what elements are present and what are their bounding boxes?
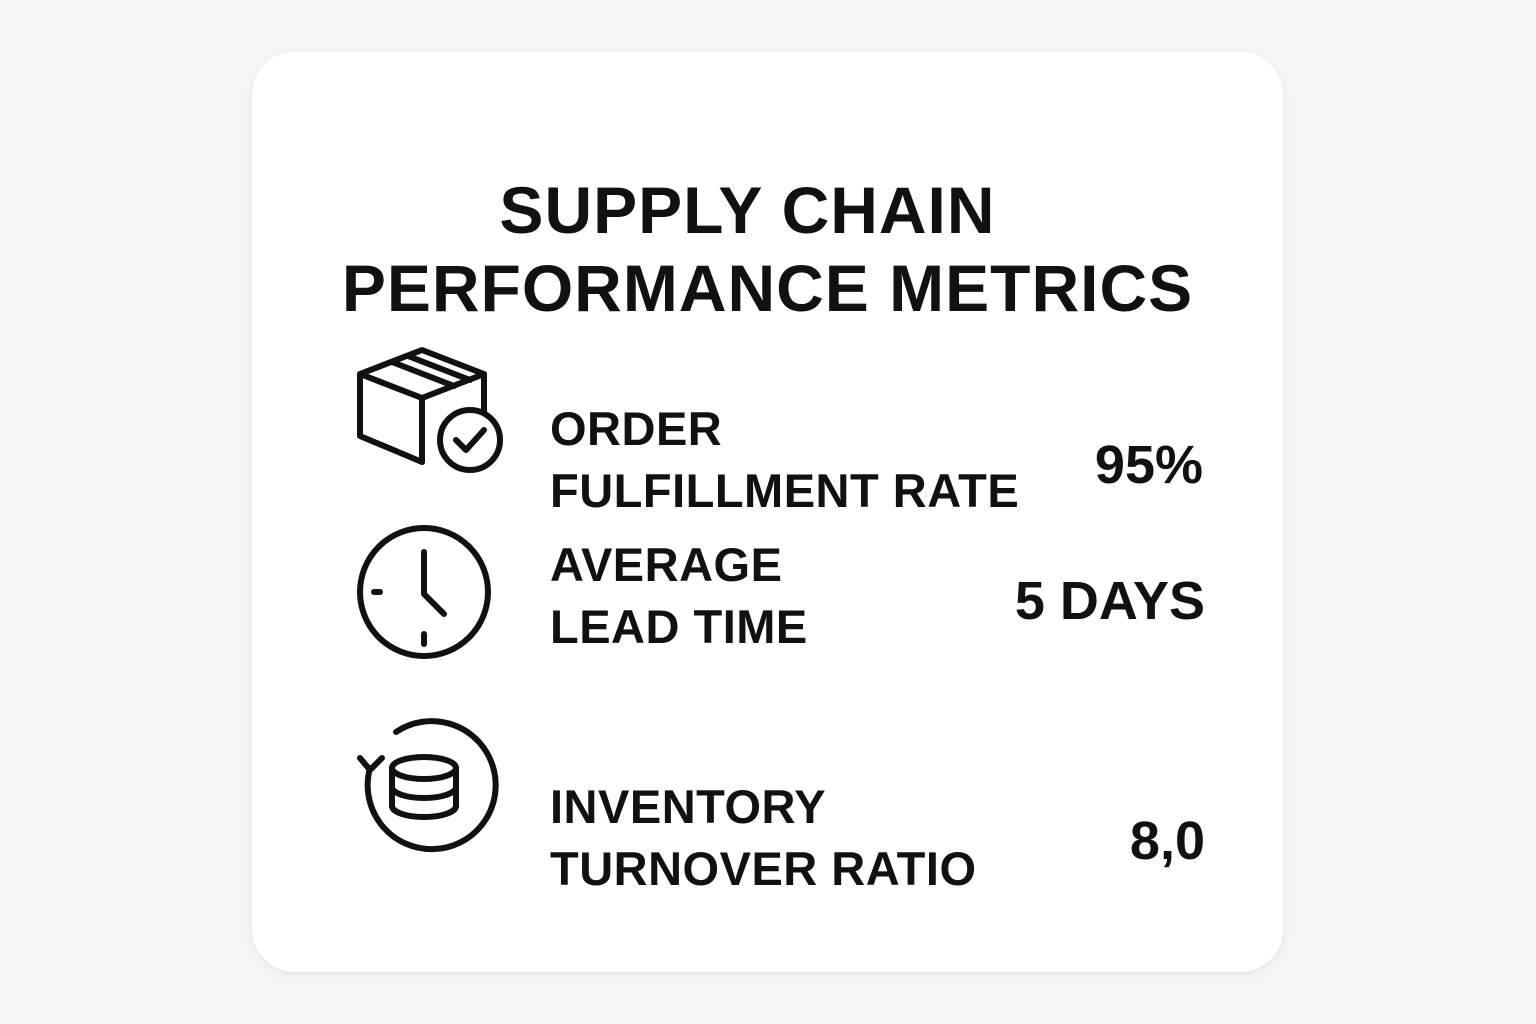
metric-value-fulfillment: 95% (1094, 435, 1203, 495)
metric-order-fulfillment: ORDER FULFILLMENT RATE 95% (252, 332, 1283, 517)
metric-inventory-turnover: INVENTORY TURNOVER RATIO 8,0 (252, 710, 1283, 895)
card-title-line1: SUPPLY CHAIN (499, 173, 996, 247)
inventory-cycle-icon (357, 718, 499, 853)
clock-icon (357, 525, 491, 659)
metric-label-line1: ORDER (550, 402, 723, 455)
metric-label: INVENTORY TURNOVER RATIO (550, 776, 977, 900)
metric-label: AVERAGE LEAD TIME (550, 534, 808, 658)
metric-label-line1: INVENTORY (550, 780, 827, 833)
metric-label: ORDER FULFILLMENT RATE (550, 398, 1019, 522)
metric-average-lead-time: AVERAGE LEAD TIME 5 DAYS (252, 522, 1283, 672)
metric-label-line2: FULFILLMENT RATE (550, 464, 1020, 517)
box-check-icon (357, 347, 503, 473)
metric-label-line2: LEAD TIME (550, 600, 808, 653)
metric-value-lead-time: 5 DAYS (1014, 571, 1205, 631)
metric-label-line1: AVERAGE (550, 538, 783, 591)
metric-label-line2: TURNOVER RATIO (550, 842, 977, 895)
card-title-line2: PERFORMANCE METRICS (341, 251, 1194, 325)
metric-value-turnover: 8,0 (1129, 811, 1205, 871)
metrics-card: SUPPLY CHAIN PERFORMANCE METRICS ORDER F… (252, 52, 1283, 972)
